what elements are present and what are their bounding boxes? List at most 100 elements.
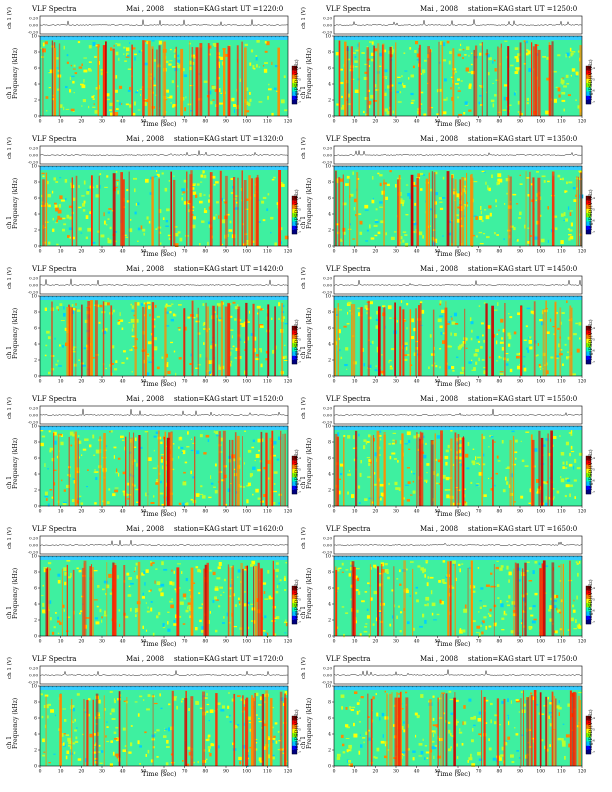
spectrogram-cells xyxy=(335,560,582,638)
sferic-streak xyxy=(419,431,422,506)
sferic-streak xyxy=(431,171,433,246)
sferic-streak xyxy=(459,179,461,246)
y-tick-label: 0 xyxy=(328,504,331,510)
sferic-streak xyxy=(453,697,456,766)
x-tick-label: 10 xyxy=(58,509,64,515)
colorbar-frame xyxy=(585,455,592,495)
voltage-tick-label: -0.20 xyxy=(322,550,333,555)
x-tick-label: 120 xyxy=(578,769,587,775)
sferic-streak xyxy=(457,434,460,506)
sferic-streak xyxy=(450,438,453,506)
spectrogram-upper-band xyxy=(40,166,288,170)
spectrogram-background xyxy=(334,166,582,246)
colorbar-tick-label: -7 xyxy=(592,750,595,754)
y-tick-label: 10 xyxy=(325,684,331,690)
colorbar-swatch xyxy=(292,716,297,721)
sferic-streak xyxy=(452,48,455,116)
colorbar-swatch xyxy=(586,347,591,352)
sferic-streak xyxy=(471,173,473,246)
voltage-axis-label: ch 1 (V) xyxy=(7,137,13,159)
sferic-streak xyxy=(382,307,386,376)
colorbar-tick-label: -4 xyxy=(592,716,595,720)
y-tick-label: 2 xyxy=(328,748,331,754)
colorbar-tick-label: -6 xyxy=(592,89,595,93)
colorbar-swatch xyxy=(292,489,297,495)
y-tick-label: 0 xyxy=(34,764,37,770)
sferic-streak xyxy=(98,175,100,246)
sferic-streak xyxy=(191,300,194,376)
voltage-tick-label: 0.20 xyxy=(323,276,332,281)
sferic-streak xyxy=(255,177,259,246)
frequency-axis-label: ch 1 Frequency (kHz) xyxy=(300,568,313,619)
sferic-streak xyxy=(118,691,121,766)
sferic-streak xyxy=(545,696,547,766)
x-tick-label: 70 xyxy=(476,769,482,775)
colorbar-swatch xyxy=(292,330,297,335)
panel-start-time: start UT =1620:0 xyxy=(221,525,284,533)
sferic-streak xyxy=(356,172,359,246)
colorbar-swatch xyxy=(586,87,591,92)
x-tick-label: 110 xyxy=(557,249,566,255)
voltage-trace xyxy=(333,280,583,287)
voltage-tick-label: 0.00 xyxy=(323,153,332,158)
y-tick-label: 0 xyxy=(328,764,331,770)
voltage-tick-label: -0.20 xyxy=(322,420,333,425)
x-tick-label: 100 xyxy=(242,249,251,255)
colorbar-swatch xyxy=(586,342,591,348)
sferic-streak xyxy=(541,563,543,636)
y-tick-label: 10 xyxy=(325,164,331,170)
sferic-streak xyxy=(571,307,573,376)
spectrogram-upper-band xyxy=(334,296,582,300)
sferic-streak xyxy=(92,699,94,766)
sferic-streak xyxy=(75,434,77,506)
sferic-streak xyxy=(166,437,170,506)
y-tick-label: 8 xyxy=(328,700,331,706)
x-tick-label: 50 xyxy=(434,249,440,255)
voltage-axis-label: ch 1 (V) xyxy=(7,7,13,29)
colorbar-tick-label: -7 xyxy=(592,230,595,234)
sferic-streak xyxy=(551,691,554,766)
y-tick-label: 6 xyxy=(34,716,37,722)
x-tick-label: 40 xyxy=(120,379,126,385)
x-tick-label: 90 xyxy=(517,379,523,385)
colorbar-swatch xyxy=(586,82,591,88)
voltage-axis-label: ch 1 (V) xyxy=(7,397,13,419)
sferic-streak xyxy=(274,306,276,376)
colorbar-tick-label: -5 xyxy=(592,727,595,731)
time-axis-label: Time (sec) xyxy=(142,120,177,128)
sferic-streak xyxy=(233,693,236,766)
colorbar-tick-label: -5 xyxy=(592,207,595,211)
spectrogram-cells xyxy=(44,300,288,377)
x-tick-label: 40 xyxy=(120,119,126,125)
sferic-streak xyxy=(231,566,233,636)
sferic-streak xyxy=(97,44,100,116)
panel-date: Mai , 2008 xyxy=(126,655,165,663)
sferic-streak xyxy=(399,691,402,766)
y-tick-label: 2 xyxy=(328,488,331,494)
sferic-streak xyxy=(262,693,265,766)
sferic-streak xyxy=(246,565,248,636)
colorbar-swatch xyxy=(586,590,591,595)
x-tick-label: 40 xyxy=(414,509,420,515)
sferic-streak xyxy=(45,696,47,766)
colorbar-swatch xyxy=(292,732,297,738)
panel-title: VLF Spectra xyxy=(32,525,77,533)
sferic-streak xyxy=(575,692,577,766)
voltage-tick-label: 0.20 xyxy=(29,276,38,281)
voltage-tick-label: 0.20 xyxy=(29,406,38,411)
sferic-streak xyxy=(125,436,127,506)
x-tick-label: 30 xyxy=(99,769,105,775)
voltage-tick-label: 0.00 xyxy=(29,673,38,678)
sferic-streak xyxy=(338,40,341,116)
time-axis-label: Time (sec) xyxy=(142,640,177,648)
colorbar-frame xyxy=(585,325,592,365)
sferic-streak xyxy=(539,568,542,636)
sferic-streak xyxy=(525,171,527,246)
voltage-trace xyxy=(39,19,289,26)
sferic-streak xyxy=(481,42,483,116)
panel-title: VLF Spectra xyxy=(326,525,371,533)
colorbar-swatch xyxy=(292,334,297,339)
panel-date: Mai , 2008 xyxy=(126,525,165,533)
sferic-streak xyxy=(194,436,196,506)
